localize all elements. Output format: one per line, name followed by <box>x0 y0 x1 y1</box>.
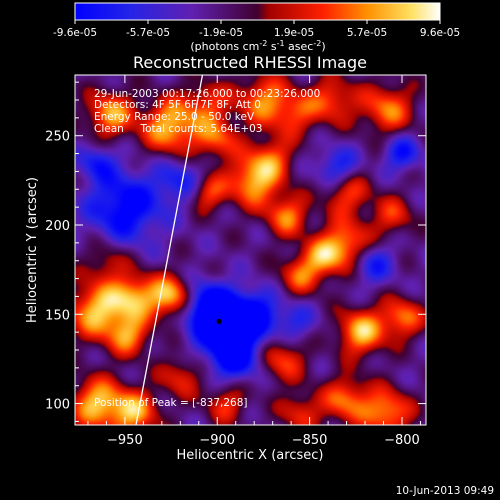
footer-timestamp: 10-Jun-2013 09:49 <box>396 485 494 497</box>
plot-frame <box>74 74 427 426</box>
annotation-energy: Energy Range: 25.0 - 50.0 keV <box>94 111 255 123</box>
colorbar-label: (photons cm-2 s-1 asec-2) <box>190 39 325 53</box>
x-tick-label: −950 <box>107 433 143 448</box>
chart-title: Reconstructed RHESSI Image <box>133 53 367 72</box>
x-axis-ticks: −950 −900 −850 −800 <box>87 75 421 448</box>
colorbar-tick-label: -1.9e-05 <box>199 27 243 39</box>
x-axis-label: Heliocentric X (arcsec) <box>177 448 324 463</box>
colorbar <box>74 2 441 21</box>
annotations: 29-Jun-2003 00:17:26.000 to 00:23:26.000… <box>94 88 320 409</box>
colorbar-tick-label: 9.6e-05 <box>420 27 460 39</box>
annotation-detectors: Detectors: 4F 5F 6F 7F 8F, Att 0 <box>94 99 261 111</box>
colorbar-ticks: -9.6e-05 -5.7e-05 -1.9e-05 1.9e-05 5.7e-05 9.… <box>53 20 460 39</box>
annotation-clean: Clean Total counts: 5.64E+03 <box>94 123 263 135</box>
annotation-time: 29-Jun-2003 00:17:26.000 to 00:23:26.000 <box>94 88 320 100</box>
y-tick-label: 200 <box>45 219 70 234</box>
x-tick-label: −800 <box>384 433 420 448</box>
peak-marker-dot <box>216 318 222 324</box>
annotation-peak: Position of Peak = [-837,268] <box>94 397 248 409</box>
x-tick-label: −900 <box>199 433 235 448</box>
colorbar-tick-label: -5.7e-05 <box>126 27 170 39</box>
colorbar-tick-label: 1.9e-05 <box>274 27 314 39</box>
x-tick-label: −850 <box>292 433 328 448</box>
limb-line <box>135 75 204 425</box>
y-tick-label: 100 <box>45 398 70 413</box>
heatmap-image <box>75 75 426 425</box>
y-axis-ticks: 100 150 200 250 <box>45 81 426 422</box>
colorbar-tick-label: 5.7e-05 <box>347 27 387 39</box>
y-axis-label: Heliocentric Y (arcsec) <box>25 177 40 323</box>
colorbar-tick-label: -9.6e-05 <box>53 27 97 39</box>
y-tick-label: 250 <box>45 130 70 145</box>
y-tick-label: 150 <box>45 308 70 323</box>
